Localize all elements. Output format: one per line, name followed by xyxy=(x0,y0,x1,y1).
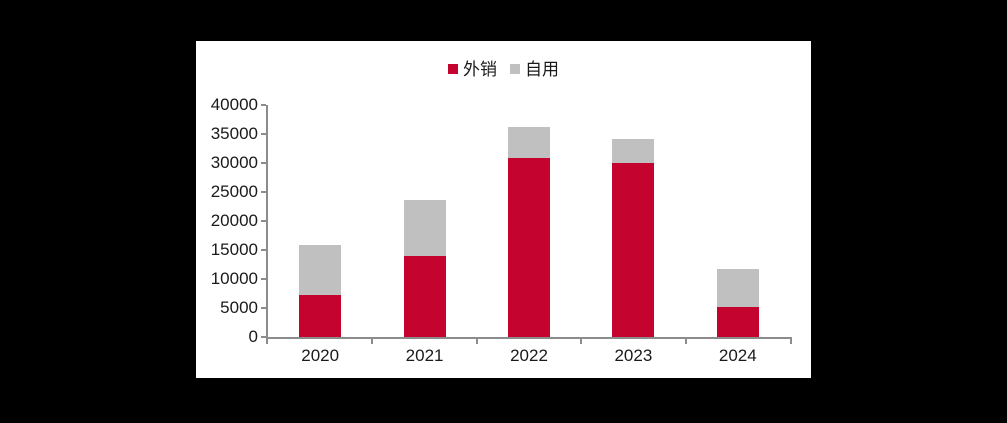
bar-segment xyxy=(612,139,655,163)
legend-item: 外销 xyxy=(448,61,497,78)
y-tick-label: 5000 xyxy=(220,298,258,317)
y-tick-label: 0 xyxy=(248,327,258,346)
x-tick xyxy=(475,339,478,344)
legend-swatch-icon xyxy=(448,64,458,74)
y-tick xyxy=(261,249,266,251)
y-tick xyxy=(261,307,266,309)
y-tick-label: 30000 xyxy=(210,153,258,172)
y-tick xyxy=(261,104,266,106)
x-axis-line xyxy=(266,337,792,339)
x-tick xyxy=(685,339,688,344)
chart-panel: 外销 自用 40000 35000 30000 25000 20000 15000 10000… xyxy=(196,41,811,378)
x-tick xyxy=(370,339,373,344)
bar-segment xyxy=(716,269,759,307)
x-tick xyxy=(580,339,583,344)
x-tick xyxy=(266,339,268,344)
y-tick-label: 20000 xyxy=(210,211,258,230)
x-tick xyxy=(790,339,792,344)
y-tick xyxy=(261,278,266,280)
bar-segment xyxy=(716,307,759,337)
y-tick xyxy=(261,191,266,193)
x-axis-label: 2021 xyxy=(405,346,444,365)
legend-item: 自用 xyxy=(510,61,559,78)
x-axis-label: 2024 xyxy=(718,346,757,365)
legend-swatch-icon xyxy=(510,64,520,74)
x-axis-label: 2023 xyxy=(614,346,653,365)
y-tick-label: 15000 xyxy=(210,240,258,259)
bar-segment xyxy=(508,158,550,337)
legend-label: 外销 xyxy=(463,59,497,79)
y-tick xyxy=(261,336,266,338)
y-tick xyxy=(261,133,266,135)
bar-segment xyxy=(299,295,342,337)
bar-segment xyxy=(612,163,655,337)
y-axis-line xyxy=(266,105,268,339)
legend-label: 自用 xyxy=(525,59,559,79)
y-tick-label: 10000 xyxy=(210,269,258,288)
bar-segment xyxy=(403,256,446,337)
bar-segment xyxy=(403,200,446,256)
y-tick-label: 25000 xyxy=(210,182,258,201)
bar-segment xyxy=(299,245,342,295)
bar-segment xyxy=(508,127,550,158)
y-tick xyxy=(261,162,266,164)
y-tick-label: 40000 xyxy=(210,95,258,114)
y-tick xyxy=(261,220,266,222)
y-tick-label: 35000 xyxy=(210,124,258,143)
legend: 外销 自用 xyxy=(196,58,811,80)
x-axis-label: 2020 xyxy=(301,346,340,365)
x-axis-label: 2022 xyxy=(510,346,548,365)
